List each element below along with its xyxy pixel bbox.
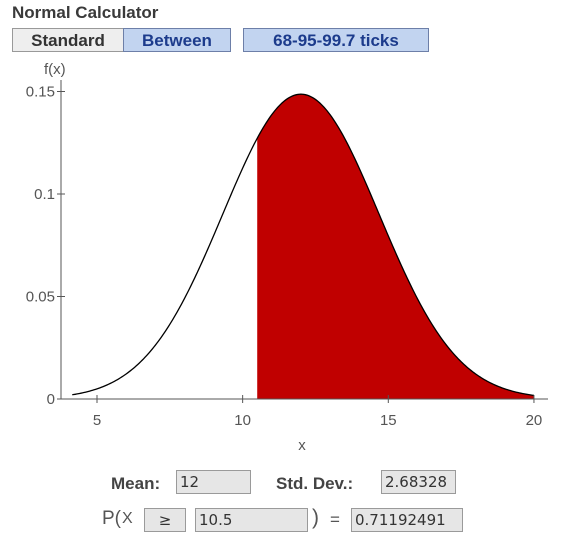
std-dev-input[interactable]: 2.68328 <box>381 470 456 494</box>
tab-standard[interactable]: Standard <box>12 28 124 52</box>
operator-select[interactable]: ≥ <box>144 508 186 532</box>
x-value-input[interactable]: 10.5 <box>195 508 308 532</box>
y-axis-label: f(x) <box>44 61 66 78</box>
y-tick-label: 0.1 <box>34 186 55 203</box>
app-title: Normal Calculator <box>12 3 159 22</box>
y-tick-label: 0.05 <box>26 289 55 306</box>
probability-result: 0.71192491 <box>351 508 463 532</box>
density-curve <box>72 93 535 397</box>
prob-x-label: X <box>122 510 133 527</box>
mean-label: Mean: <box>111 474 161 493</box>
x-tick-label: 10 <box>234 412 251 429</box>
x-axis-label: x <box>298 437 306 454</box>
prob-equals: = <box>330 510 340 529</box>
y-tick-label: 0 <box>47 391 55 408</box>
x-tick-label: 20 <box>526 412 543 429</box>
x-tick-label: 15 <box>380 412 397 429</box>
std-dev-label: Std. Dev.: <box>276 474 354 493</box>
tab-between[interactable]: Between <box>123 28 231 52</box>
normal-distribution-chart: f(x) x 0 0.05 0.1 0.15 5 10 15 20 <box>26 61 548 454</box>
tab-68-95-99-7-ticks[interactable]: 68-95-99.7 ticks <box>243 28 429 52</box>
mean-input[interactable]: 12 <box>176 470 251 494</box>
y-tick-label: 0.15 <box>26 84 55 101</box>
x-tick-label: 5 <box>93 412 101 429</box>
shaded-area <box>257 94 534 400</box>
prob-close-paren: ) <box>312 506 319 529</box>
prob-p-label: P( <box>102 508 121 529</box>
